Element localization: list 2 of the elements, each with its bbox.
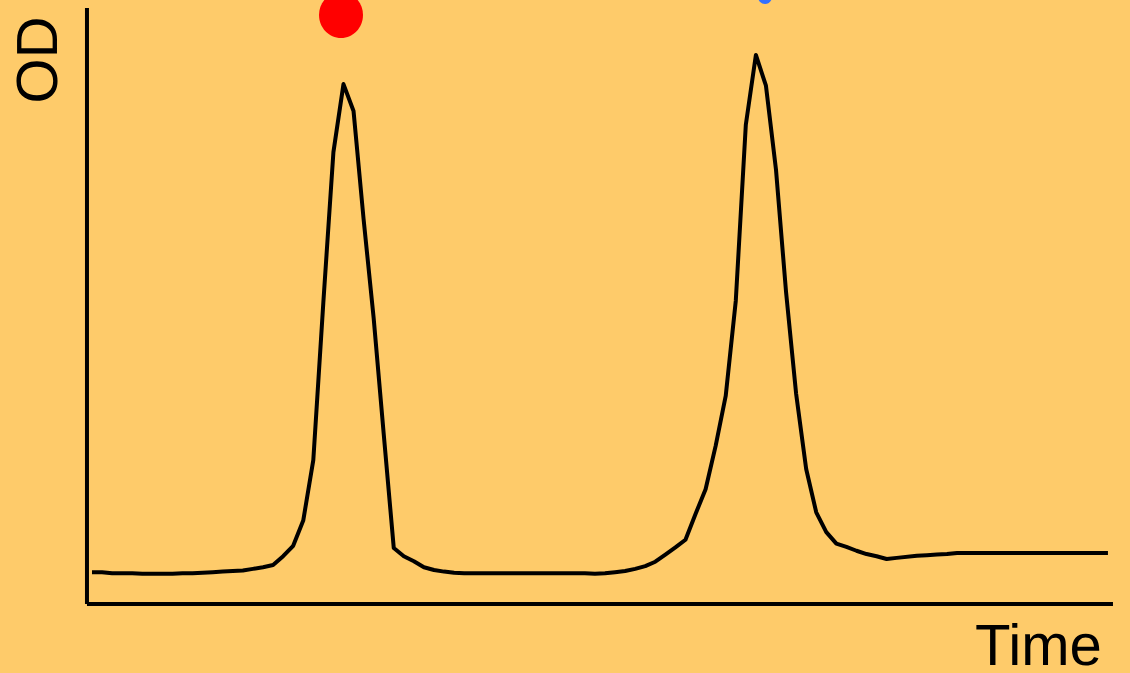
y-axis-title: OD — [16, 19, 58, 101]
x-axis-title: Time — [976, 622, 1100, 666]
